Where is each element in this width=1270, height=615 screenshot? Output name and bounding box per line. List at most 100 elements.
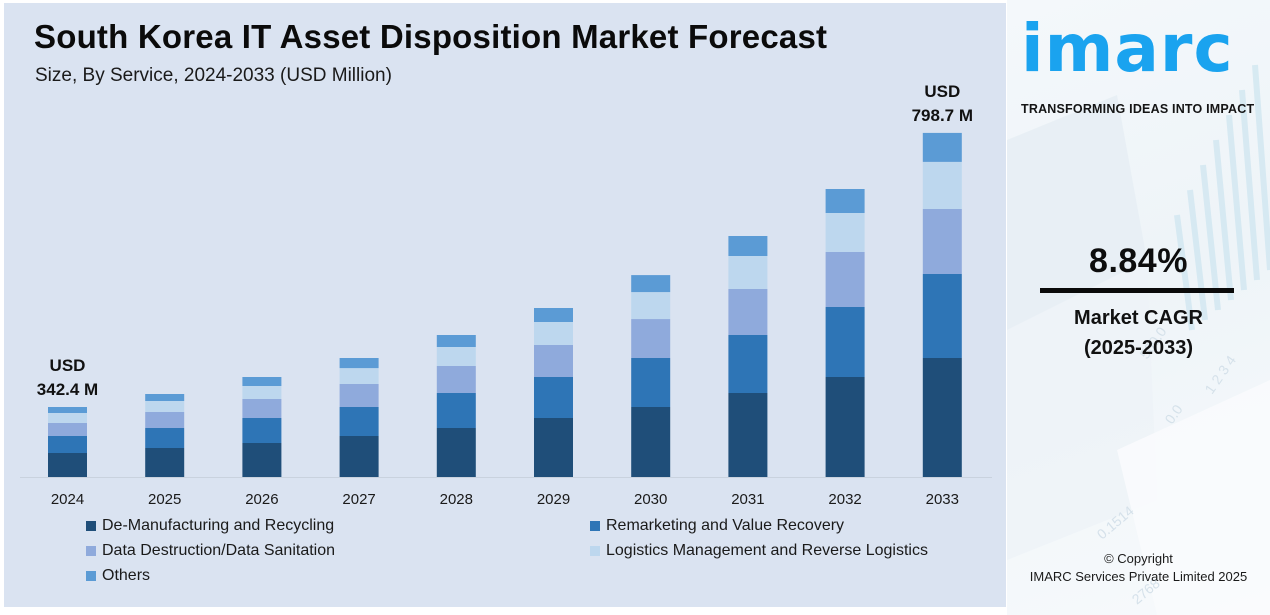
bar-stack-2030 (631, 275, 671, 477)
cagr-label: Market CAGR (1074, 307, 1203, 329)
bar-segment (145, 428, 185, 448)
legend-label: Data Destruction/Data Sanitation (102, 542, 336, 559)
legend-label: Others (102, 567, 151, 584)
x-tick-label: 2031 (731, 491, 764, 508)
legend-item: Others (86, 567, 150, 585)
bar-segment (534, 345, 573, 377)
x-tick-label: 2033 (926, 491, 959, 508)
value-label-currency: USD (924, 82, 960, 101)
bar-segment (436, 393, 476, 428)
bar-segment (534, 418, 573, 477)
legend: De-Manufacturing and Recycling Remarketin… (86, 517, 986, 597)
bar-segment (728, 289, 768, 335)
bar-segment (339, 436, 379, 477)
background-decoration: 0.0 500.0 1 2 3 4 0.1514 2768 (1007, 64, 1270, 615)
legend-label: Remarketing and Value Recovery (606, 517, 845, 534)
bar-segment (922, 274, 962, 358)
bar-segment (534, 308, 573, 322)
bar-segment (242, 399, 282, 418)
bar-stack-2025 (145, 394, 185, 477)
legend-swatch (590, 546, 600, 556)
cagr-value: 8.84% (1089, 242, 1188, 280)
bar-segment (825, 189, 865, 213)
bar-stack-2024 (48, 407, 87, 477)
legend-item: Remarketing and Value Recovery (590, 517, 844, 535)
x-tick-label: 2030 (634, 491, 667, 508)
bar-segment (825, 252, 865, 307)
bar-segment (242, 386, 282, 399)
legend-swatch (86, 521, 96, 531)
legend-label: Logistics Management and Reverse Logisti… (606, 542, 928, 559)
bar-segment (631, 275, 671, 293)
bar-segment (242, 377, 282, 386)
bar-segment (631, 358, 671, 407)
bar-segment (436, 366, 476, 393)
bar-segment (145, 394, 185, 401)
legend-swatch (86, 546, 96, 556)
bar-segment (339, 407, 379, 436)
x-tick-label: 2026 (245, 491, 278, 508)
bar-segment (922, 132, 962, 162)
bar-segment (534, 377, 573, 418)
bar-segment (242, 443, 282, 477)
bar-segment (339, 368, 379, 384)
value-label-amount: 798.7 M (912, 106, 973, 125)
x-tick-label: 2028 (440, 491, 473, 508)
bar-segment (48, 423, 87, 436)
chart-title: South Korea IT Asset Disposition Market … (34, 18, 828, 55)
bar-segment (728, 256, 768, 289)
bar-segment (48, 436, 87, 453)
legend-label: De-Manufacturing and Recycling (102, 517, 335, 534)
bar-segment (922, 162, 962, 209)
x-tick-label: 2027 (342, 491, 375, 508)
x-tick-label: 2024 (51, 491, 84, 508)
stacked-bar-chart: 2024 2025 2026 2027 2028 2029 2030 2031 2032 2033… (20, 82, 992, 508)
legend-item: Logistics Management and Reverse Logisti… (590, 542, 928, 560)
chart-subtitle: Size, By Service, 2024-2033 (USD Million… (35, 65, 392, 86)
bar-stack-2031 (728, 236, 768, 477)
bar-stack-2028 (436, 335, 476, 477)
legend-swatch (86, 571, 96, 581)
bar-segment (436, 335, 476, 347)
bar-segment (728, 236, 768, 256)
bar-segment (339, 384, 379, 407)
bar-segment (145, 401, 185, 412)
bar-segment (922, 209, 962, 274)
bar-stack-2032 (825, 189, 865, 477)
bar-segment (48, 407, 87, 413)
bar-segment (534, 322, 573, 345)
x-tick-label: 2025 (148, 491, 181, 508)
bar-segment (922, 358, 962, 477)
bar-segment (242, 418, 282, 443)
legend-item: De-Manufacturing and Recycling (86, 517, 334, 535)
bar-segment (339, 358, 379, 369)
bar-stack-2033 (922, 132, 962, 477)
x-tick-labels: 2024 2025 2026 2027 2028 2029 2030 2031 2032 2033 (51, 491, 959, 508)
bar-segment (825, 307, 865, 377)
legend-swatch (590, 521, 600, 531)
bar-segment (145, 412, 185, 428)
logo-tagline: TRANSFORMING IDEAS INTO IMPACT (1021, 102, 1255, 116)
bar-segment (825, 377, 865, 477)
x-tick-label: 2029 (537, 491, 570, 508)
bar-segment (48, 413, 87, 423)
legend-item: Data Destruction/Data Sanitation (86, 542, 335, 560)
bar-segment (436, 428, 476, 477)
x-tick-label: 2032 (828, 491, 861, 508)
bar-segment (631, 319, 671, 358)
cagr-divider (1040, 288, 1234, 293)
bar-segment (728, 335, 768, 393)
value-label-amount: 342.4 M (37, 380, 98, 399)
value-label-currency: USD (50, 356, 86, 375)
info-panel: 0.0 500.0 1 2 3 4 0.1514 2768 imarc TRAN… (1007, 0, 1270, 615)
copyright-label: © Copyright (1104, 551, 1173, 566)
bar-stack-2029 (534, 308, 573, 477)
bar-segment (825, 213, 865, 252)
cagr-period: (2025-2033) (1084, 337, 1193, 359)
value-annotations: USD 342.4 M USD 798.7 M (37, 82, 973, 399)
bar-segment (436, 347, 476, 366)
company-name: IMARC Services Private Limited 2025 (1029, 569, 1248, 584)
bar-segment (631, 407, 671, 477)
bar-segment (631, 292, 671, 320)
bar-stack-2027 (339, 358, 379, 477)
